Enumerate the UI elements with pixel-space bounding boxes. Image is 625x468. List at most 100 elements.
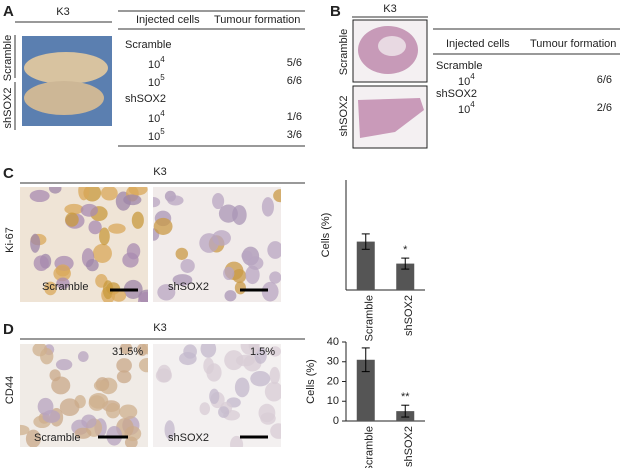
x-tick-label: shSOX2 — [403, 426, 415, 467]
cell — [123, 194, 142, 206]
percentage: 31.5% — [112, 346, 143, 358]
side-label: Scramble — [338, 29, 350, 75]
image-label: Scramble — [42, 281, 88, 293]
injected-cells: 104 — [458, 72, 475, 88]
y-tick-label: 40 — [327, 336, 339, 348]
cell — [77, 351, 89, 362]
cell — [153, 217, 173, 235]
micrograph — [20, 187, 148, 302]
injected-cells: 104 — [458, 100, 475, 116]
cell — [270, 423, 281, 439]
bar — [356, 241, 375, 290]
cell — [32, 344, 48, 357]
cell — [223, 266, 235, 281]
cell — [153, 197, 161, 208]
cell-line: K3 — [56, 6, 69, 18]
exponent: 4 — [160, 109, 165, 118]
cell — [100, 187, 118, 201]
error-bar — [401, 257, 410, 270]
cell — [116, 370, 132, 384]
cell — [230, 435, 244, 447]
cell — [209, 388, 220, 405]
cell — [56, 277, 70, 290]
cell — [88, 220, 102, 235]
cell — [212, 193, 225, 210]
cell — [175, 247, 189, 260]
error-bar — [401, 404, 410, 418]
cell — [247, 256, 264, 270]
cell — [80, 203, 98, 217]
cell — [264, 381, 281, 402]
cell — [126, 243, 141, 260]
group-label: Scramble — [125, 39, 171, 51]
cell — [224, 290, 237, 302]
cell — [99, 227, 110, 246]
panel-letter: D — [3, 321, 14, 338]
base: 10 — [148, 77, 160, 89]
cell — [157, 364, 172, 383]
panel-letter: C — [3, 165, 14, 182]
cell — [218, 204, 238, 223]
cell — [93, 380, 109, 392]
cell — [29, 189, 50, 203]
base: 10 — [148, 131, 160, 143]
cell — [74, 427, 92, 439]
base: 10 — [458, 104, 470, 116]
cell — [119, 344, 133, 355]
error-bar — [361, 233, 370, 250]
mouse — [24, 81, 104, 115]
cell — [25, 429, 41, 447]
significance: * — [403, 244, 408, 256]
exponent: 5 — [160, 127, 165, 136]
cell — [235, 354, 255, 367]
y-tick-label: 0 — [333, 415, 339, 427]
cell — [119, 404, 138, 420]
x-tick-label: shSOX2 — [403, 295, 415, 336]
exponent: 4 — [470, 100, 475, 109]
cell — [108, 223, 126, 234]
cell — [172, 274, 193, 286]
cell — [105, 402, 121, 419]
cell — [248, 344, 260, 354]
cell — [234, 281, 246, 295]
exponent: 5 — [160, 73, 165, 82]
base: 10 — [148, 113, 160, 125]
cell — [55, 358, 73, 371]
x-tick-label: Scramble — [364, 295, 376, 341]
panel-letter: A — [3, 3, 14, 20]
cell — [65, 212, 79, 227]
cell — [44, 281, 57, 296]
cell — [20, 424, 30, 436]
group-label: Scramble — [436, 60, 482, 72]
base: 10 — [458, 76, 470, 88]
cell — [81, 414, 97, 429]
cell-line: K3 — [153, 322, 166, 334]
image-label: shSOX2 — [168, 281, 209, 293]
cell — [86, 259, 99, 272]
group-label: shSOX2 — [125, 93, 166, 105]
cell — [88, 395, 106, 411]
cell — [203, 357, 214, 374]
cell — [111, 289, 127, 302]
micrograph — [153, 187, 281, 302]
cell — [199, 402, 211, 416]
tumour-formation: 5/6 — [287, 57, 302, 69]
table-header: Tumour formation — [214, 14, 300, 26]
stain-label: CD44 — [4, 376, 16, 404]
cell — [258, 403, 276, 423]
cell — [269, 346, 281, 357]
cell — [30, 233, 41, 253]
cell — [64, 203, 84, 215]
cell — [273, 189, 281, 203]
cell — [92, 243, 112, 263]
cell — [261, 197, 274, 217]
cell — [157, 284, 176, 301]
cell — [200, 344, 217, 358]
micrograph — [20, 344, 148, 447]
cell — [218, 406, 230, 418]
injected-cells: 105 — [148, 73, 165, 89]
bar — [356, 359, 375, 421]
panel-letter: B — [330, 3, 341, 20]
table-header: Injected cells — [136, 14, 200, 26]
